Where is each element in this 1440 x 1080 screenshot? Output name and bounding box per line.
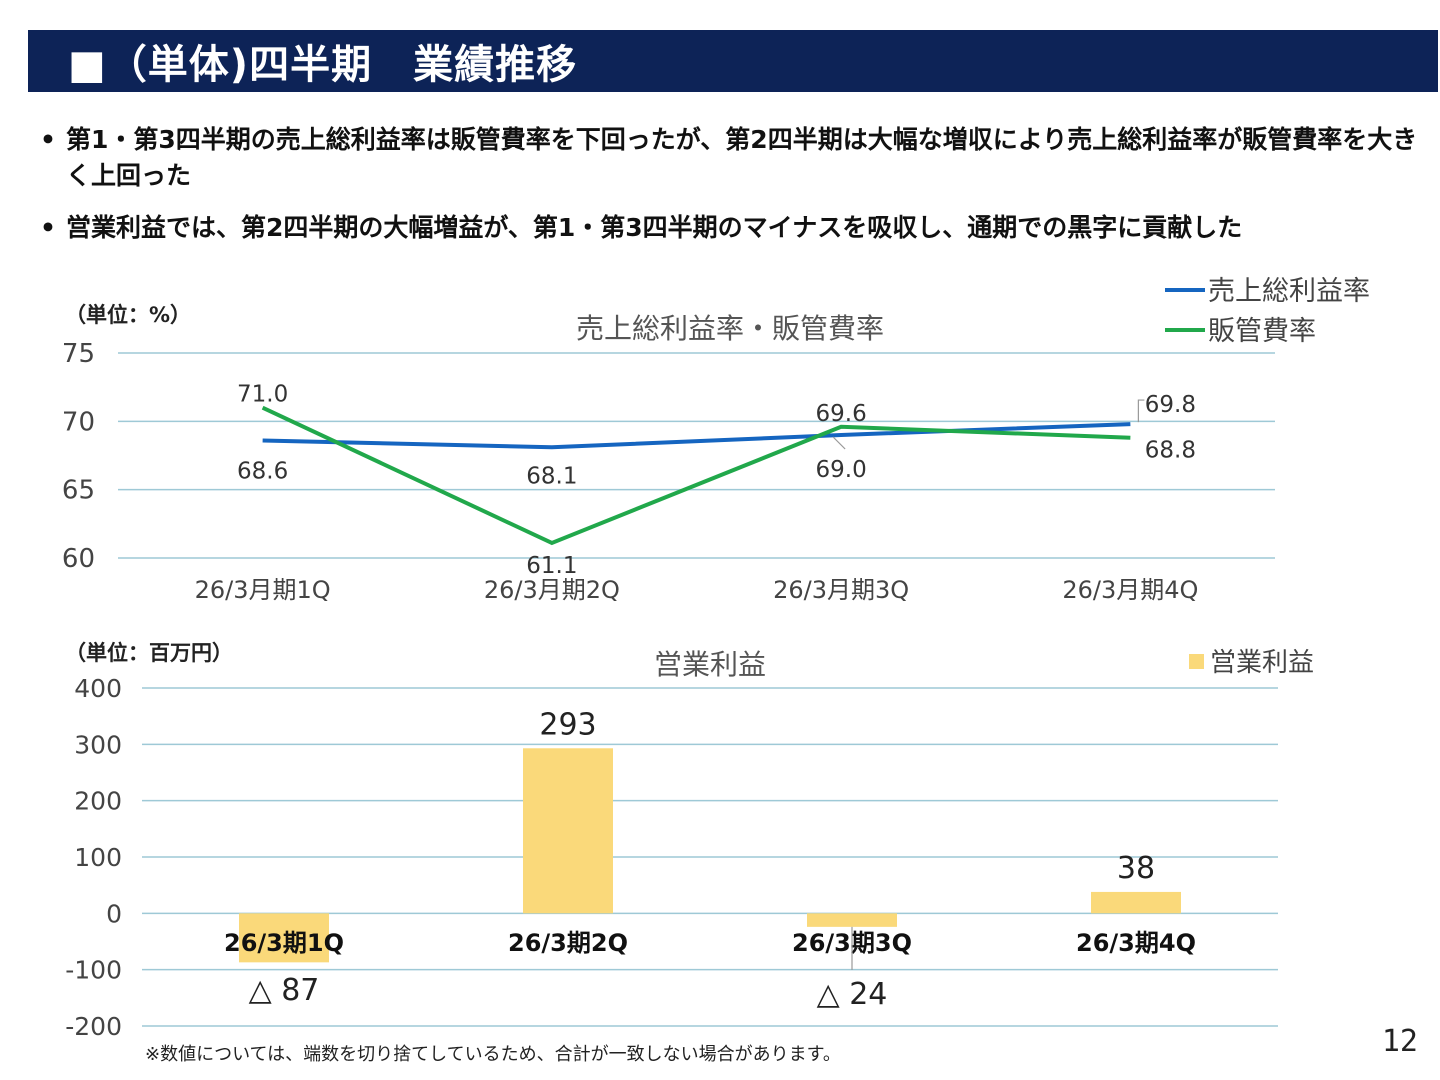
bullet-text: 営業利益では、第2四半期の大幅増益が、第1・第3四半期のマイナスを吸収し、通期で…: [66, 213, 1243, 242]
bar-legend-swatch: [1189, 654, 1204, 669]
line-y-tick-label: 75: [62, 339, 95, 369]
line-legend-label: 売上総利益率: [1208, 276, 1370, 307]
line-unit-label: （単位：%）: [65, 303, 191, 327]
line-data-label: 69.6: [816, 401, 867, 427]
bullet-text: 第1・第3四半期の売上総利益率は販管費率を下回ったが、第2四半期は大幅な増収によ…: [66, 125, 1418, 190]
line-chart-title: 売上総利益率・販管費率: [576, 312, 884, 345]
bar-x-tick-label: 26/3期1Q: [224, 929, 344, 957]
line-data-label: 61.1: [526, 553, 577, 579]
bar-mark: [1091, 891, 1181, 914]
line-y-tick-label: 70: [62, 407, 95, 437]
line-x-tick-label: 26/3月期2Q: [484, 576, 620, 604]
page-title: ■（単体)四半期 業績推移: [68, 42, 578, 88]
bar-data-label: 293: [539, 707, 596, 742]
bar-unit-label: （単位：百万円）: [65, 641, 233, 665]
bullet-item: • 第1・第3四半期の売上総利益率は販管費率を下回ったが、第2四半期は大幅な増収…: [40, 122, 1430, 194]
line-data-label: 69.8: [1145, 392, 1196, 418]
bullet-item: • 営業利益では、第2四半期の大幅増益が、第1・第3四半期のマイナスを吸収し、通…: [40, 210, 1430, 246]
footnote: ※数値については、端数を切り捨てしているため、合計が一致しない場合があります。: [145, 1044, 841, 1065]
line-y-tick-label: 60: [62, 544, 95, 574]
bullet-list: • 第1・第3四半期の売上総利益率は販管費率を下回ったが、第2四半期は大幅な増収…: [40, 122, 1430, 262]
bar-chart: （単位：百万円） 営業利益 -200 -100 0 100 200 300 400 26/3…: [65, 641, 1314, 1041]
bar-mark: [807, 913, 897, 927]
bullet-dot-icon: •: [40, 125, 56, 154]
line-data-label: 68.1: [526, 463, 577, 489]
line-y-tick-label: 65: [62, 476, 95, 506]
page-number: 12: [1381, 1024, 1418, 1059]
bar-data-label: 38: [1117, 851, 1155, 886]
line-leader-line: [832, 436, 846, 450]
line-data-label: 68.6: [237, 458, 288, 484]
bar-data-label: △ 87: [249, 973, 320, 1008]
line-data-label: 68.8: [1145, 438, 1196, 464]
line-series-2: [261, 405, 1131, 546]
bar-y-tick-label: -100: [65, 956, 122, 985]
bar-mark: [523, 748, 613, 914]
line-data-label: 69.0: [816, 457, 867, 483]
bullet-dot-icon: •: [40, 213, 56, 242]
bar-x-tick-label: 26/3期4Q: [1076, 929, 1196, 957]
line-series-1: [262, 422, 1131, 450]
bar-y-tick-label: 400: [74, 674, 122, 703]
bar-legend-label: 営業利益: [1210, 648, 1314, 678]
bar-y-tick-label: 300: [74, 730, 122, 759]
bar-y-tick-label: -200: [65, 1012, 122, 1041]
line-x-tick-label: 26/3月期3Q: [773, 576, 909, 604]
line-leader-line: [1137, 399, 1145, 423]
bar-x-tick-label: 26/3期2Q: [508, 929, 628, 957]
line-x-tick-label: 26/3月期4Q: [1062, 576, 1198, 604]
line-chart: （単位：%） 売上総利益率・販管費率 60 65 70 75 26/3月期1Q 26/3…: [62, 276, 1370, 604]
bar-mark: [239, 913, 329, 963]
line-x-tick-label: 26/3月期1Q: [195, 576, 331, 604]
bar-y-tick-label: 0: [106, 899, 122, 928]
bar-chart-title: 営業利益: [654, 648, 766, 681]
line-legend-label: 販管費率: [1208, 316, 1316, 347]
line-data-label: 71.0: [237, 382, 288, 408]
bar-data-label: △ 24: [817, 977, 888, 1012]
bar-y-tick-label: 200: [74, 787, 122, 816]
header-bar: ■（単体)四半期 業績推移: [28, 30, 1438, 92]
bar-y-tick-label: 100: [74, 843, 122, 872]
